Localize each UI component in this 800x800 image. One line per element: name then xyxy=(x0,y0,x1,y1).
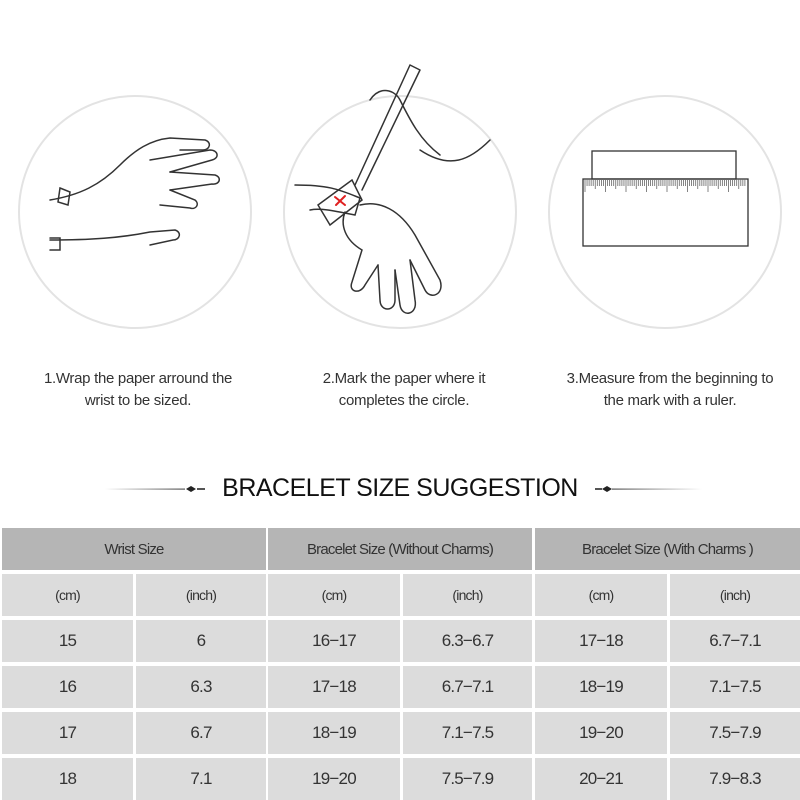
unit-header: (cm) xyxy=(535,574,667,616)
step1-line1: 1.Wrap the paper arround the xyxy=(43,370,233,387)
step1-line2: wrist to be sized. xyxy=(84,392,192,409)
step2-line1: 2.Mark the paper where it xyxy=(322,370,486,387)
unit-header: (cm) xyxy=(268,574,400,616)
table-cell: 17−18 xyxy=(535,620,667,662)
step1-caption: 1.Wrap the paper arround the wrist to be… xyxy=(8,368,268,412)
table-cell: 7.1−7.5 xyxy=(670,666,800,708)
ruler xyxy=(582,178,749,247)
column-group-header: Wrist Size xyxy=(2,528,266,570)
column-group-header: Bracelet Size (Without Charms) xyxy=(268,528,532,570)
table-cell: 16−17 xyxy=(268,620,400,662)
table-cell: 6.7−7.1 xyxy=(670,620,800,662)
table-cell: 18−19 xyxy=(535,666,667,708)
hand-wrap-paper-icon xyxy=(49,137,220,251)
step2-line2: completes the circle. xyxy=(338,392,470,409)
table-cell: 15 xyxy=(2,620,133,662)
table-cell: 6.7−7.1 xyxy=(403,666,532,708)
unit-header: (inch) xyxy=(136,574,266,616)
table-cell: 19−20 xyxy=(268,758,400,800)
page-title: BRACELET SIZE SUGGESTION xyxy=(222,474,578,502)
table-cell: 18 xyxy=(2,758,133,800)
instruction-illustrations xyxy=(18,64,782,329)
table-cell: 7.1−7.5 xyxy=(403,712,532,754)
unit-header: (cm) xyxy=(2,574,133,616)
table-cell: 17 xyxy=(2,712,133,754)
hand-mark-pen-icon xyxy=(294,64,491,314)
table-cell: 18−19 xyxy=(268,712,400,754)
step2-caption: 2.Mark the paper where it completes the … xyxy=(274,368,534,412)
step1-circle xyxy=(18,95,252,329)
table-cell: 6.7 xyxy=(136,712,266,754)
table-cell: 6.3 xyxy=(136,666,266,708)
column-group-header: Bracelet Size (With Charms ) xyxy=(535,528,800,570)
unit-header: (inch) xyxy=(670,574,800,616)
table-cell: 7.9−8.3 xyxy=(670,758,800,800)
table-cell: 6.3−6.7 xyxy=(403,620,532,662)
table-cell: 16 xyxy=(2,666,133,708)
table-cell: 20−21 xyxy=(535,758,667,800)
table-cell: 17−18 xyxy=(268,666,400,708)
step2-circle xyxy=(283,95,517,329)
step3-caption: 3.Measure from the beginning to the mark… xyxy=(540,368,800,412)
table-cell: 19−20 xyxy=(535,712,667,754)
table-cell: 7.5−7.9 xyxy=(670,712,800,754)
table-cell: 7.5−7.9 xyxy=(403,758,532,800)
paper-strip xyxy=(591,150,737,180)
step3-line1: 3.Measure from the beginning to xyxy=(566,370,774,387)
ruler-icon xyxy=(582,150,749,247)
unit-header: (inch) xyxy=(403,574,532,616)
step3-line2: the mark with a ruler. xyxy=(603,392,737,409)
step3-circle xyxy=(548,95,782,329)
title-ornaments xyxy=(105,486,702,492)
table-cell: 6 xyxy=(136,620,266,662)
table-cell: 7.1 xyxy=(136,758,266,800)
